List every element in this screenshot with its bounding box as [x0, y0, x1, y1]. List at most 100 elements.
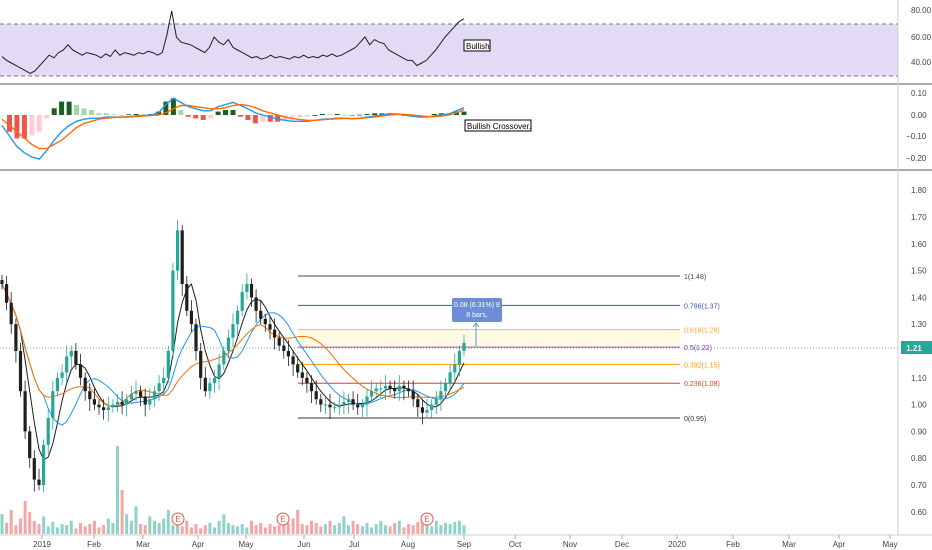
time-axis-label: Mar	[136, 540, 150, 549]
volume-bar	[305, 525, 309, 534]
candle-body	[129, 393, 133, 400]
candle-body	[176, 230, 180, 271]
volume-bar	[60, 524, 64, 534]
candle-body	[434, 399, 438, 405]
macd-label-text: Bullish Crossover.	[467, 122, 531, 131]
price-tick-label: 1.40	[911, 293, 927, 302]
candle-body	[402, 385, 406, 389]
candle-body	[134, 391, 138, 394]
volume-bar	[55, 527, 59, 534]
volume-bar	[180, 526, 184, 534]
volume-bar	[457, 520, 461, 534]
macd-axis-ticks: 0.10 0.00 −0.10 −0.20	[906, 89, 927, 163]
candle-body	[111, 404, 115, 408]
volume-bar	[176, 523, 180, 534]
macd-histogram-bar	[342, 114, 348, 116]
volume-bar	[254, 525, 258, 534]
time-axis-label: Aug	[401, 540, 415, 549]
time-axis-label: Oct	[509, 540, 522, 549]
candle-body	[139, 391, 143, 397]
fib-level-label: 0.5(1.22)	[684, 345, 712, 352]
volume-bar	[323, 524, 327, 534]
macd-histogram-bar	[81, 108, 87, 115]
candle-body	[333, 407, 337, 409]
candle-body	[217, 364, 221, 378]
price-tick-label: 1.50	[911, 267, 927, 276]
volume-bar	[148, 516, 152, 534]
candle-body	[28, 431, 32, 459]
volume-bar	[226, 523, 230, 534]
macd-histogram-bar	[439, 113, 445, 115]
candle-body	[291, 356, 295, 365]
macd-histogram-bar	[305, 115, 310, 117]
price-tick-label: 1.30	[911, 320, 927, 329]
candle-body	[314, 391, 318, 400]
volume-bar	[370, 527, 374, 534]
macd-histogram-bar	[230, 110, 236, 115]
price-axis: 80.00 60.00 40.00 0.10 0.00 −0.10 −0.20 …	[897, 0, 932, 535]
candle-body	[115, 401, 120, 405]
moving-average-fast	[1, 282, 465, 461]
volume-bar	[347, 525, 350, 534]
volume-bar	[37, 524, 41, 534]
volume-bar	[194, 524, 198, 534]
candle-body	[420, 407, 424, 413]
volume-bar	[222, 514, 226, 534]
candle-body	[208, 383, 212, 392]
volume-bar	[430, 526, 434, 534]
time-axis-label: Nov	[563, 540, 577, 549]
macd-histogram-bar	[208, 115, 214, 119]
macd-histogram-bar	[118, 115, 124, 116]
macd-histogram-bar	[461, 111, 467, 115]
candle-body	[18, 351, 23, 392]
volume-bar	[97, 527, 101, 534]
candle-body	[120, 401, 124, 405]
candle-body	[365, 396, 369, 405]
macd-histogram-bar	[163, 101, 169, 115]
candle-body	[356, 404, 360, 408]
time-axis-label: Jun	[298, 540, 311, 549]
volume-bar	[393, 523, 397, 534]
rsi-label-text: Bullish	[466, 42, 490, 51]
candle-body	[397, 385, 401, 392]
macd-histogram-bar	[372, 113, 378, 115]
volume-bar	[171, 525, 175, 534]
volume-bar	[134, 506, 138, 534]
volume-bar	[51, 521, 55, 534]
rsi-tick-80: 80.00	[911, 6, 932, 15]
volume-bar	[379, 520, 383, 534]
candle-body	[46, 418, 50, 445]
volume-bar	[162, 518, 166, 534]
volume-bar	[286, 523, 290, 534]
volume-bar	[337, 523, 341, 534]
volume-bar	[102, 525, 106, 534]
volume-bar	[444, 523, 447, 534]
candle-body	[296, 364, 300, 373]
macd-histogram-bar	[126, 114, 132, 116]
candle-body	[78, 364, 83, 378]
fib-zone	[298, 329, 680, 347]
candle-body	[69, 351, 73, 357]
measure-tool[interactable]: 0.08 (6.31%) 8 8 bars,	[452, 298, 502, 346]
candle-body	[236, 310, 240, 325]
candle-body	[231, 324, 235, 338]
fibonacci-retracement: 1(1.48) 0.786(1.37) 0.618(1.28) 0.5(1.22) 0.…	[298, 274, 720, 423]
volume-bar	[268, 524, 272, 534]
volume-bar	[88, 524, 92, 534]
candle-body	[379, 388, 383, 390]
candle-body	[148, 399, 152, 405]
volume-bar	[69, 520, 73, 534]
volume-bar	[388, 526, 392, 534]
price-tick-label: 0.90	[911, 427, 927, 436]
candle-body	[74, 351, 78, 365]
volume-bar	[374, 524, 378, 534]
candle-body	[425, 410, 429, 413]
macd-histogram-bar	[364, 114, 370, 115]
volume-bar	[282, 520, 286, 534]
macd-histogram-bar	[334, 114, 340, 115]
earnings-marker-text: E	[280, 515, 285, 524]
macd-histogram-bar	[267, 115, 273, 122]
time-axis-label: Sep	[457, 540, 472, 549]
rsi-axis-ticks: 80.00 60.00 40.00	[911, 6, 932, 67]
